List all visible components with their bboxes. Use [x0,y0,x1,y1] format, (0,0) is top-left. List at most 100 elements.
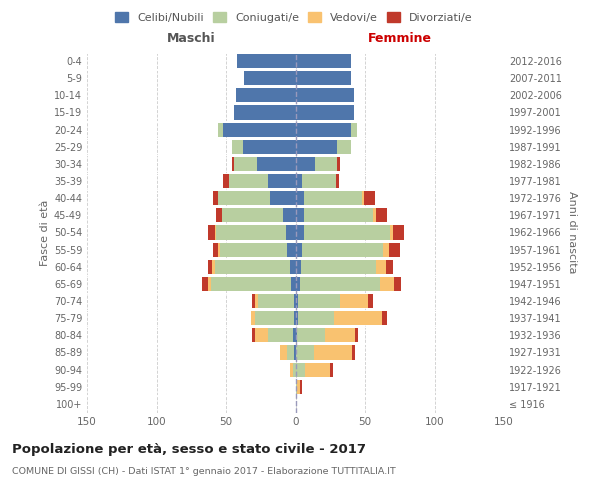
Bar [292,277,296,291]
Bar [294,346,296,360]
Bar [389,242,400,256]
Bar [394,277,401,291]
Bar [296,277,299,291]
Bar [296,88,354,102]
Bar [296,242,302,256]
Bar [294,311,296,325]
Bar [296,311,298,325]
Bar [296,380,297,394]
Bar [296,362,305,376]
Bar [334,311,382,325]
Bar [208,260,212,274]
Bar [236,88,296,102]
Bar [223,174,229,188]
Bar [258,294,294,308]
Bar [268,174,296,188]
Text: Maschi: Maschi [167,32,216,45]
Bar [296,226,304,239]
Bar [218,191,271,205]
Bar [237,54,296,68]
Bar [214,242,218,256]
Bar [297,328,325,342]
Y-axis label: Anni di nascita: Anni di nascita [567,191,577,274]
Bar [223,122,296,136]
Bar [251,311,255,325]
Bar [337,140,351,154]
Bar [376,260,386,274]
Y-axis label: Fasce di età: Fasce di età [40,200,50,266]
Bar [255,328,268,342]
Bar [218,122,223,136]
Bar [304,191,362,205]
Bar [293,362,296,376]
Bar [296,106,354,120]
Text: Popolazione per età, sesso e stato civile - 2017: Popolazione per età, sesso e stato civil… [12,442,366,456]
Bar [235,106,296,120]
Bar [244,71,296,85]
Bar [386,260,393,274]
Bar [212,260,215,274]
Bar [301,260,376,274]
Bar [393,226,404,239]
Bar [229,174,268,188]
Bar [296,294,298,308]
Bar [232,157,235,171]
Bar [296,208,304,222]
Bar [222,208,283,222]
Bar [253,294,255,308]
Bar [376,208,387,222]
Bar [296,54,351,68]
Bar [220,242,287,256]
Bar [268,328,293,342]
Bar [302,174,336,188]
Bar [390,226,393,239]
Bar [296,328,297,342]
Bar [232,140,242,154]
Bar [304,208,373,222]
Bar [286,226,296,239]
Bar [296,346,314,360]
Bar [296,157,315,171]
Bar [283,208,296,222]
Bar [314,346,352,360]
Bar [296,140,337,154]
Bar [362,191,364,205]
Bar [253,328,255,342]
Bar [290,260,296,274]
Bar [216,226,286,239]
Bar [304,226,390,239]
Bar [215,260,290,274]
Bar [297,380,299,394]
Bar [382,311,387,325]
Bar [216,208,222,222]
Bar [255,311,294,325]
Text: COMUNE DI GISSI (CH) - Dati ISTAT 1° gennaio 2017 - Elaborazione TUTTITALIA.IT: COMUNE DI GISSI (CH) - Dati ISTAT 1° gen… [12,466,396,475]
Bar [211,277,292,291]
Bar [368,294,373,308]
Bar [299,277,380,291]
Bar [315,157,337,171]
Bar [337,157,340,171]
Bar [218,242,220,256]
Bar [305,362,330,376]
Bar [298,311,334,325]
Bar [235,157,257,171]
Bar [290,362,293,376]
Bar [383,242,389,256]
Bar [287,242,296,256]
Bar [208,226,215,239]
Bar [296,191,304,205]
Bar [351,122,356,136]
Bar [364,191,375,205]
Bar [298,294,340,308]
Bar [352,346,355,360]
Bar [373,208,376,222]
Bar [296,260,301,274]
Bar [302,242,383,256]
Bar [340,294,368,308]
Bar [294,294,296,308]
Bar [280,346,287,360]
Bar [271,191,296,205]
Legend: Celibi/Nubili, Coniugati/e, Vedovi/e, Divorziati/e: Celibi/Nubili, Coniugati/e, Vedovi/e, Di… [111,8,477,28]
Bar [287,346,294,360]
